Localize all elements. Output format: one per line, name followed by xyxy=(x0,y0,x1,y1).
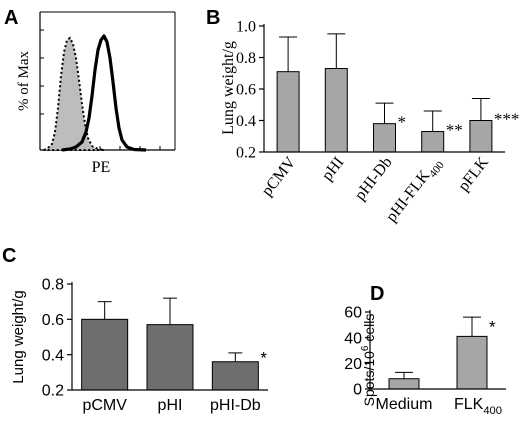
panel-d-axes xyxy=(369,310,506,390)
y-tick-label: 1.0 xyxy=(236,19,256,36)
panel-c-bars: * xyxy=(81,297,267,391)
bar xyxy=(324,68,348,153)
panel-c-y-ticks: 0.2 0.4 0.6 0.8 xyxy=(42,277,72,400)
x-category-label: pHI xyxy=(158,397,183,414)
y-tick-label: 0 xyxy=(353,382,362,399)
panel-d-bars: * xyxy=(388,316,496,390)
y-tick-label: 0.6 xyxy=(236,82,256,99)
significance-marker: * xyxy=(489,317,496,336)
panel-d-y-label: Spots/106 cells xyxy=(360,314,377,407)
panel-a-letter: A xyxy=(4,7,18,29)
panel-a-x-label: PE xyxy=(92,159,111,176)
y-tick-label: 0.8 xyxy=(42,277,64,294)
panel-b: B Lung weight/g 0.20.40.60.81.0 * ***** p… xyxy=(206,7,520,226)
bar xyxy=(276,71,300,153)
histogram-control-series xyxy=(43,36,105,151)
significance-marker: *** xyxy=(494,110,520,129)
significance-marker: * xyxy=(398,113,407,132)
bar xyxy=(388,378,420,390)
x-category-label: pFLK xyxy=(455,154,492,195)
panel-c-y-label: Lung weight/g xyxy=(10,290,27,383)
x-category-label: pCMV xyxy=(82,397,127,414)
histogram-stained-series xyxy=(61,34,147,152)
panel-c-letter: C xyxy=(2,245,16,267)
panel-c-x-labels: pCMV pHI pHI-Db xyxy=(82,397,260,414)
panel-a: A PE % of Max xyxy=(4,7,176,176)
y-tick-label: 0.2 xyxy=(236,145,256,162)
panel-d: D Spots/106 cells 0 20 40 60 * Medium FLK400 xyxy=(344,283,506,417)
x-category-label: pCMV xyxy=(258,154,299,200)
panel-d-letter: D xyxy=(370,283,384,305)
bar xyxy=(373,123,396,153)
panel-b-y-label: Lung weight/g xyxy=(220,41,237,135)
panel-b-bars: * ***** xyxy=(276,33,520,153)
significance-marker: ** xyxy=(446,121,463,140)
x-category-label: pHI-Db xyxy=(210,397,261,414)
bar xyxy=(81,318,129,391)
panel-d-y-ticks: 0 20 40 60 xyxy=(344,305,370,399)
significance-marker: * xyxy=(260,349,267,368)
y-tick-label: 60 xyxy=(344,305,362,322)
x-category-label: pHI xyxy=(319,154,348,184)
y-tick-label: 0.4 xyxy=(236,113,256,130)
y-tick-label: 0.6 xyxy=(42,312,64,329)
panel-b-y-ticks: 0.2 0.4 0.6 0.8 1.0 xyxy=(236,19,264,162)
bar xyxy=(146,324,194,391)
y-tick-label: 0.4 xyxy=(42,347,64,364)
panel-c-axes xyxy=(71,282,268,391)
bar xyxy=(421,131,445,153)
y-tick-label: 0.8 xyxy=(236,50,256,67)
bar xyxy=(469,120,493,153)
y-tick-label: 40 xyxy=(344,330,362,347)
bar xyxy=(211,361,259,391)
y-tick-label: 0.2 xyxy=(42,383,64,400)
panel-c: C Lung weight/g 0.2 0.4 0.6 0.8 * pCMV pHI pH… xyxy=(2,245,268,414)
y-tick-label: 20 xyxy=(344,356,362,373)
x-category-label: Medium xyxy=(376,396,433,413)
x-category-label: pHI-Db xyxy=(352,154,396,204)
panel-a-y-label: % of Max xyxy=(16,51,32,111)
x-category-label: FLK400 xyxy=(454,396,502,417)
panel-b-letter: B xyxy=(206,7,220,29)
panel-d-x-labels: Medium FLK400 xyxy=(376,396,502,417)
panel-b-axes xyxy=(263,24,505,153)
bar xyxy=(456,335,488,390)
